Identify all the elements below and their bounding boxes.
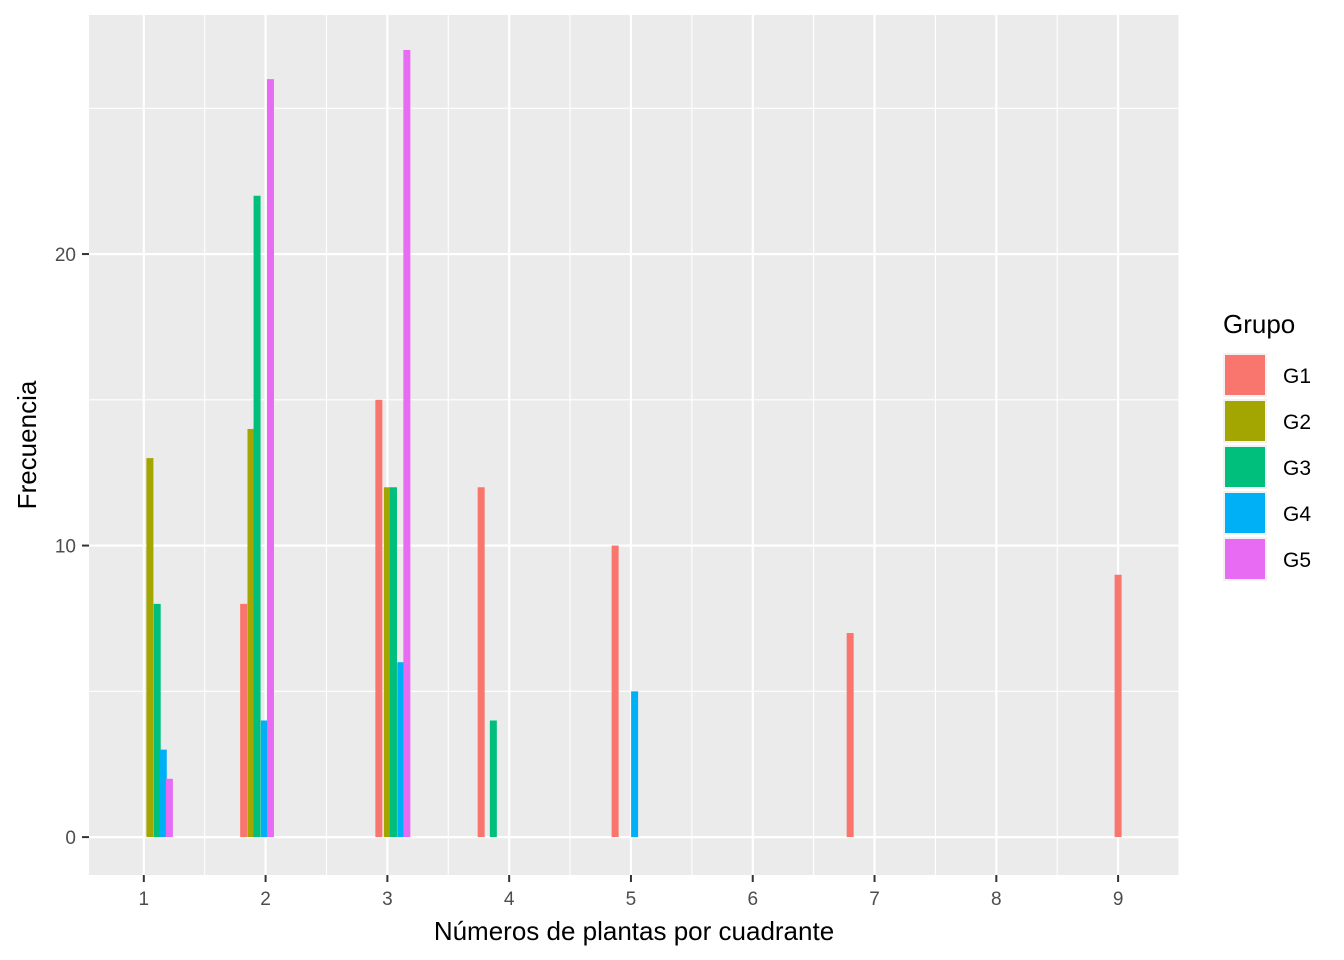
bar-g3 (153, 603, 161, 838)
legend-key-g2 (1225, 401, 1265, 441)
x-axis: 1 2 3 4 5 6 7 8 9 (139, 875, 1124, 910)
x-tick-label: 9 (1113, 889, 1124, 910)
legend-label-g4: G4 (1283, 503, 1311, 526)
x-tick-label: 5 (626, 889, 637, 910)
bar-g1 (1114, 574, 1122, 838)
y-axis-title: Frecuencia (12, 380, 42, 509)
bars (146, 49, 1122, 838)
x-tick-label: 1 (139, 889, 150, 910)
x-tick-label: 7 (869, 889, 880, 910)
legend-label-g5: G5 (1283, 549, 1311, 572)
bar-g5 (266, 79, 274, 838)
bar-g5 (165, 778, 173, 838)
bar-g3 (253, 195, 261, 838)
bar-g2 (146, 458, 154, 838)
bar-g1 (846, 633, 854, 838)
bar-g4 (260, 720, 268, 838)
bar-g3 (489, 720, 497, 838)
legend-label-g1: G1 (1283, 365, 1311, 388)
y-tick-label: 10 (55, 537, 76, 558)
bar-g4 (631, 691, 639, 838)
x-tick-label: 4 (504, 889, 515, 910)
y-axis: 0 10 20 (55, 245, 89, 849)
x-axis-title: Números de plantas por cuadrante (434, 916, 834, 946)
bar-g3 (389, 487, 397, 838)
x-tick-label: 3 (382, 889, 393, 910)
legend-label-g2: G2 (1283, 411, 1311, 434)
legend-key-g3 (1225, 447, 1265, 487)
y-tick-label: 0 (65, 828, 76, 849)
x-tick-label: 2 (260, 889, 271, 910)
legend-title: Grupo (1223, 309, 1295, 339)
bar-g4 (397, 662, 405, 838)
legend-key-g4 (1225, 493, 1265, 533)
bar-g2 (383, 487, 391, 838)
bar-g5 (403, 49, 411, 838)
bar-g1 (375, 399, 383, 838)
y-tick-label: 20 (55, 245, 76, 266)
legend-key-g5 (1225, 539, 1265, 579)
bar-g1 (611, 545, 619, 838)
legend: Grupo G1 G2 G3 G4 G5 (1223, 309, 1311, 581)
x-tick-label: 8 (991, 889, 1002, 910)
x-tick-label: 6 (747, 889, 758, 910)
bar-g1 (477, 487, 485, 838)
bar-g4 (159, 749, 167, 838)
bar-g2 (247, 428, 255, 838)
legend-label-g3: G3 (1283, 457, 1311, 480)
legend-key-g1 (1225, 355, 1265, 395)
bar-g1 (240, 603, 248, 838)
